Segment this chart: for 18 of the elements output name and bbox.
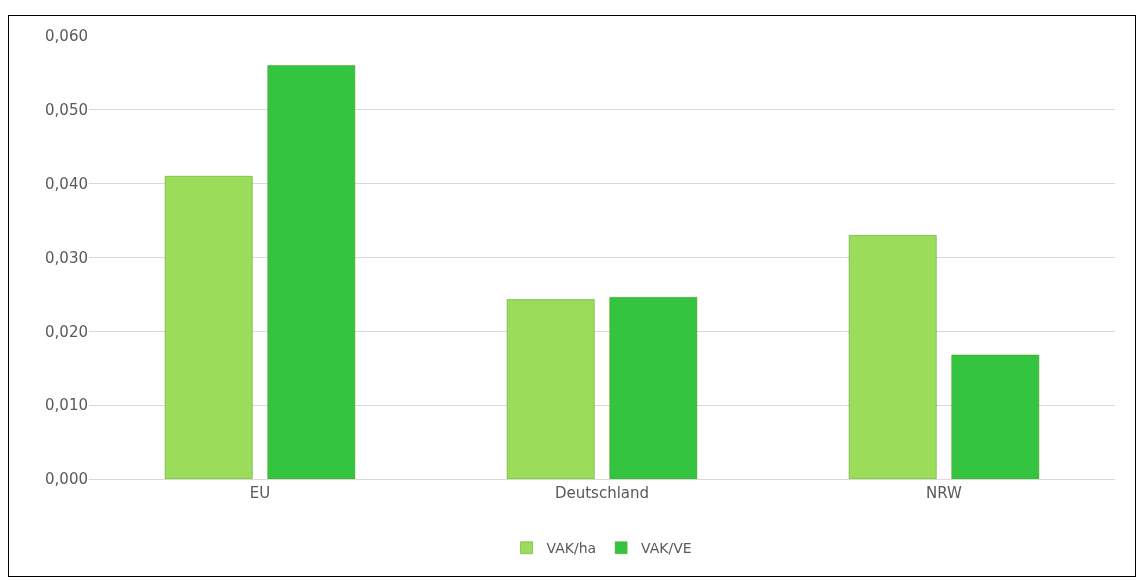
y-tick-label: 0,050 bbox=[45, 101, 88, 120]
y-tick-label: 0,020 bbox=[45, 322, 88, 341]
x-tick-label: Deutschland bbox=[554, 484, 650, 502]
bar bbox=[267, 65, 356, 479]
bar bbox=[951, 354, 1040, 479]
bar bbox=[164, 176, 253, 479]
bar bbox=[506, 299, 595, 479]
y-tick-label: 0,060 bbox=[45, 27, 88, 46]
x-tick-label: NRW bbox=[926, 484, 963, 502]
y-tick-label: 0,040 bbox=[45, 174, 88, 193]
legend-label: VAK/ha bbox=[546, 540, 597, 557]
bar bbox=[609, 297, 698, 479]
y-tick-label: 0,030 bbox=[45, 248, 88, 267]
bar bbox=[848, 235, 937, 479]
x-tick-label: EU bbox=[249, 484, 271, 502]
y-tick-label: 0,000 bbox=[45, 470, 88, 489]
legend-label: VAK/VE bbox=[641, 540, 692, 557]
y-tick-label: 0,010 bbox=[45, 396, 88, 415]
